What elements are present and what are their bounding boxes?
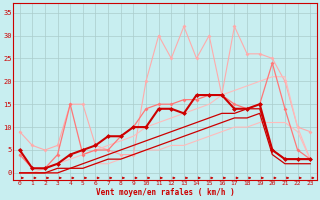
X-axis label: Vent moyen/en rafales ( km/h ): Vent moyen/en rafales ( km/h ) bbox=[96, 188, 234, 197]
